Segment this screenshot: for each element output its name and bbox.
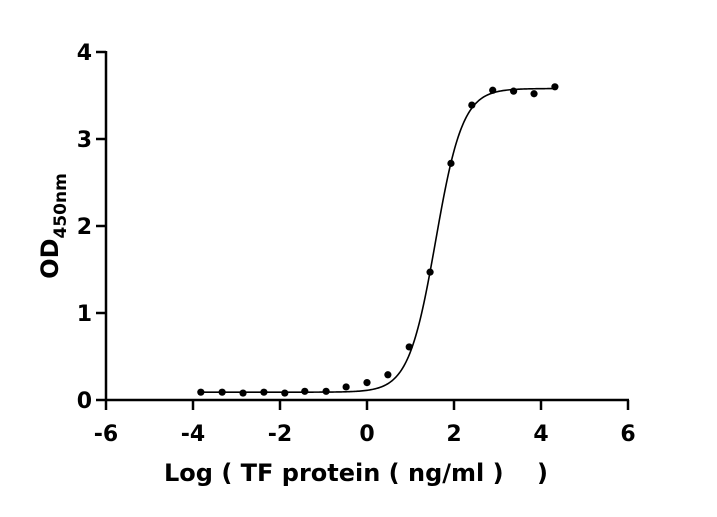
data-point bbox=[363, 379, 371, 387]
x-tick-label: -4 bbox=[181, 422, 205, 447]
x-tick-label: 6 bbox=[620, 422, 635, 447]
data-point bbox=[405, 343, 413, 351]
x-tick-label: 4 bbox=[533, 422, 548, 447]
x-tick-label: -6 bbox=[94, 422, 118, 447]
data-point bbox=[322, 387, 330, 395]
data-point bbox=[260, 388, 268, 396]
y-tick-label: 3 bbox=[77, 128, 92, 153]
y-tick-label: 4 bbox=[77, 41, 92, 66]
y-tick-label: 1 bbox=[77, 302, 92, 327]
data-point bbox=[530, 90, 538, 98]
y-axis-label: OD450nm bbox=[36, 173, 71, 279]
y-axis-label-subscript: 450nm bbox=[51, 173, 71, 238]
axes: -6 -4 -2 0 2 4 6 0 1 2 3 4 bbox=[77, 41, 636, 447]
data-point bbox=[551, 83, 559, 91]
data-point bbox=[342, 383, 350, 391]
fit-curve bbox=[200, 87, 555, 393]
x-axis-label: Log ( TF protein ( ng/ml ) ) bbox=[164, 459, 548, 487]
x-tick-label: -2 bbox=[268, 422, 292, 447]
data-point bbox=[281, 389, 289, 397]
data-point bbox=[509, 87, 518, 95]
data-points bbox=[197, 83, 559, 397]
data-point bbox=[447, 159, 455, 167]
data-point bbox=[301, 387, 309, 395]
data-point bbox=[489, 86, 497, 94]
data-point bbox=[384, 371, 392, 379]
data-point bbox=[468, 101, 476, 109]
data-point bbox=[239, 389, 247, 397]
data-point bbox=[218, 388, 226, 396]
x-tick-label: 2 bbox=[446, 422, 461, 447]
y-tick-label: 0 bbox=[77, 389, 92, 414]
data-point bbox=[426, 268, 434, 276]
data-point bbox=[197, 388, 205, 396]
y-tick-label: 2 bbox=[77, 215, 92, 240]
x-tick-label: 0 bbox=[359, 422, 374, 447]
